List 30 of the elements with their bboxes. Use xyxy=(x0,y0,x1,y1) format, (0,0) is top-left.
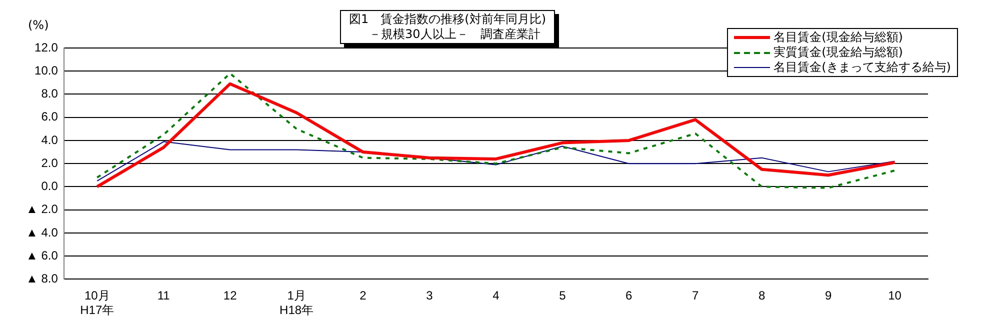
y-tick-label: 2.0 xyxy=(41,156,58,170)
x-tick-label: 3 xyxy=(426,288,434,303)
y-tick-label: 12.0 xyxy=(34,40,58,54)
x-tick-label: 8 xyxy=(758,288,766,303)
x-tick-label: 4 xyxy=(492,288,500,303)
x-tick-label: 6 xyxy=(626,288,633,303)
y-tick-label: ▲ 2.0 xyxy=(26,202,58,216)
y-tick-label: 8.0 xyxy=(41,86,58,101)
y-tick-label: ▲ 8.0 xyxy=(26,272,58,286)
legend-label: 名目賃金(きまって支給する給与) xyxy=(774,60,951,75)
chart-title: 図1 賃金指数の推移(対前年同月比) xyxy=(349,12,546,27)
legend-label: 名目賃金(現金給与総額) xyxy=(774,30,903,45)
x-tick-label: 5 xyxy=(559,288,566,303)
y-tick-label: ▲ 4.0 xyxy=(26,225,58,240)
x-tick-label: 10月 H17年 xyxy=(80,288,114,318)
chart-subtitle: －規模30人以上－ 調査産業計 xyxy=(368,27,542,42)
y-tick-label: 4.0 xyxy=(41,132,58,147)
y-tick-label: 0.0 xyxy=(41,179,58,194)
x-tick-label: 10 xyxy=(888,288,902,303)
legend-label: 実質賃金(現金給与総額) xyxy=(774,45,903,60)
x-tick-label: 11 xyxy=(157,288,170,303)
x-tick-label: 1月 H18年 xyxy=(280,288,314,318)
y-tick-label: ▲ 6.0 xyxy=(26,248,58,262)
x-tick-label: 12 xyxy=(223,288,238,303)
x-tick-label: 2 xyxy=(360,288,367,303)
x-tick-label: 7 xyxy=(692,288,700,303)
x-tick-label: 9 xyxy=(824,288,832,303)
y-tick-label: 10.0 xyxy=(34,63,58,78)
y-axis-title: (%) xyxy=(28,18,49,32)
y-tick-label: 6.0 xyxy=(41,110,58,124)
